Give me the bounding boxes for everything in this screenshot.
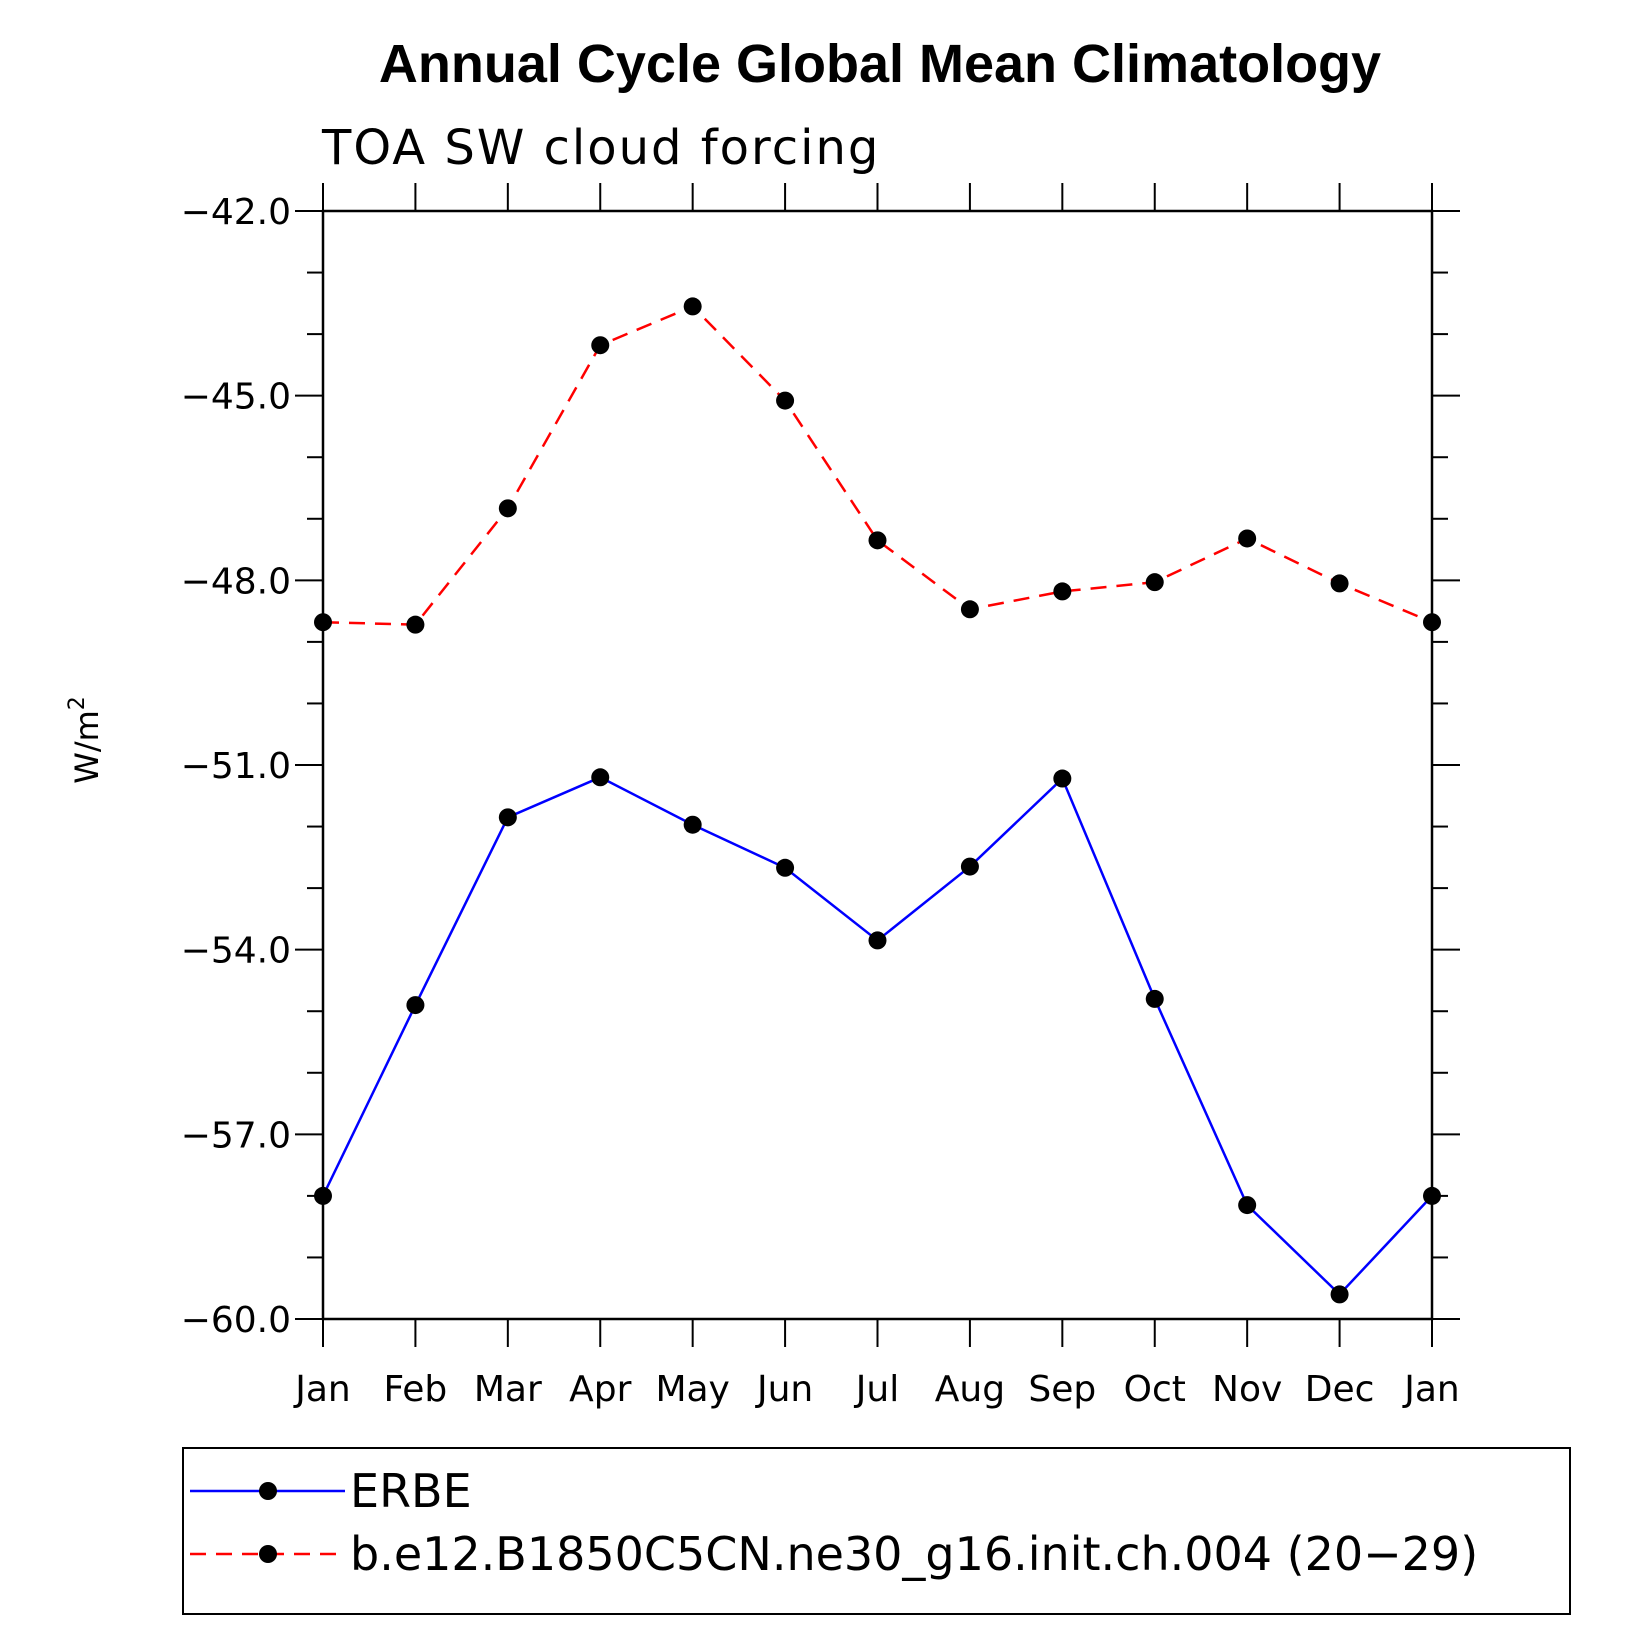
series-2-point — [776, 391, 795, 410]
series-1-point — [1423, 1186, 1441, 1205]
x-tick-label: Dec — [1305, 1369, 1375, 1410]
series-2-point — [1053, 582, 1072, 601]
legend-marker-2 — [259, 1545, 277, 1563]
series-2-point — [591, 336, 610, 355]
x-tick-label: Jan — [293, 1369, 351, 1410]
series-1-point — [1053, 769, 1072, 788]
x-tick-label: Jun — [755, 1369, 813, 1410]
y-tick-label: −54.0 — [181, 931, 291, 972]
x-tick-label: Nov — [1212, 1369, 1282, 1410]
series-line-2 — [322, 304, 1433, 626]
series-layer — [314, 297, 1441, 1304]
series-1-point — [776, 858, 795, 877]
series-2-point — [683, 297, 702, 316]
legend-box — [182, 1447, 1571, 1615]
series-1-point — [1145, 989, 1164, 1008]
y-axis-label-text: W/m — [68, 710, 106, 784]
plot-frame — [321, 209, 1434, 1321]
y-tick-label: −57.0 — [181, 1115, 291, 1156]
legend-marker-1 — [259, 1482, 277, 1500]
legend: ERBE b.e12.B1850C5CN.ne30_g16.init.ch.004… — [182, 1447, 1571, 1615]
x-tick-label: Sep — [1028, 1369, 1096, 1410]
series-2-point — [498, 499, 517, 518]
series-1-point — [960, 857, 979, 876]
series-1-point — [406, 996, 425, 1015]
series-2-point — [314, 613, 332, 632]
series-1-point — [683, 815, 702, 834]
series-2-point — [1238, 529, 1257, 548]
series-1-point — [1238, 1196, 1257, 1215]
y-axis-label: W/m2 — [65, 696, 106, 784]
x-tick-label: Jul — [854, 1369, 899, 1410]
y-axis-label-superscript: 2 — [65, 696, 90, 710]
series-1-point — [314, 1186, 332, 1205]
x-tick-label: Apr — [569, 1369, 631, 1410]
x-tick-label: Mar — [474, 1369, 542, 1410]
series-2-point — [1423, 613, 1441, 632]
y-tick-label: −45.0 — [181, 377, 291, 418]
x-tick-label: Jan — [1402, 1369, 1460, 1410]
chart-subtitle: TOA SW cloud forcing — [321, 120, 880, 176]
series-1-point — [591, 768, 610, 787]
x-tick-label: May — [655, 1369, 729, 1410]
series-1-point — [498, 808, 517, 827]
series-line-1 — [321, 775, 1433, 1297]
series-1-point — [868, 931, 887, 950]
series-2-point — [1145, 573, 1164, 592]
x-tick-label: Aug — [935, 1369, 1005, 1410]
legend-label-1: ERBE — [350, 1464, 472, 1518]
chart-title: Annual Cycle Global Mean Climatology — [379, 34, 1381, 94]
series-2-point — [1330, 574, 1349, 593]
series-2-point — [868, 531, 887, 550]
x-tick-label: Feb — [384, 1369, 448, 1410]
y-tick-label: −48.0 — [181, 561, 291, 602]
series-2-point — [960, 600, 979, 619]
x-tick-label: Oct — [1124, 1369, 1186, 1410]
y-tick-label: −51.0 — [181, 746, 291, 787]
svg-text:W/m2: W/m2 — [65, 696, 106, 784]
series-1-point — [1330, 1285, 1349, 1304]
y-tick-label: −42.0 — [181, 192, 291, 233]
y-tick-label: −60.0 — [181, 1300, 291, 1341]
series-2-point — [406, 615, 425, 634]
legend-label-2: b.e12.B1850C5CN.ne30_g16.init.ch.004 (20… — [350, 1527, 1478, 1581]
